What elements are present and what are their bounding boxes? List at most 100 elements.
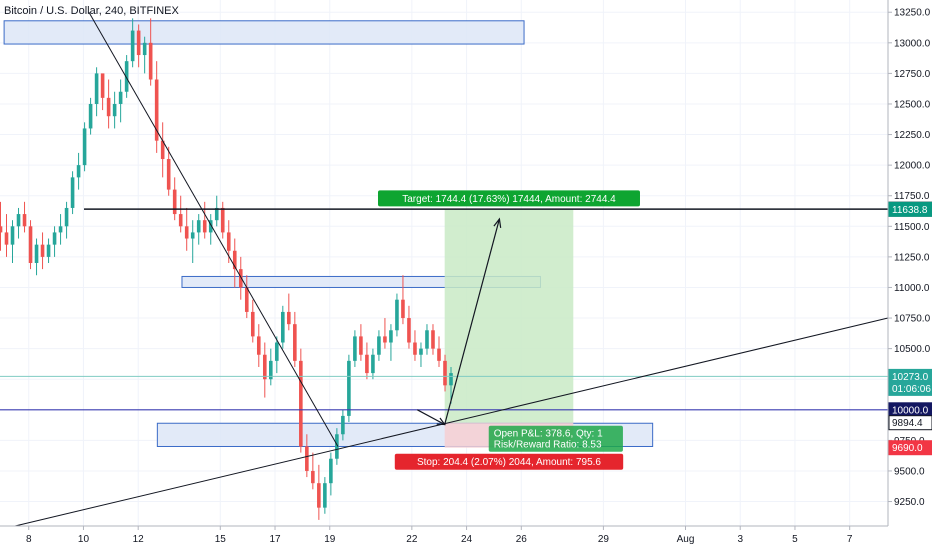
candle-body bbox=[323, 483, 327, 508]
candle-body bbox=[299, 360, 303, 447]
ascending-trend-line bbox=[14, 317, 889, 527]
y-tick-label: 11500.0 bbox=[894, 222, 930, 233]
y-tick-label: 13250.0 bbox=[894, 8, 931, 19]
stop-label-box bbox=[394, 453, 624, 470]
y-tick-label: 9250.0 bbox=[894, 497, 925, 508]
candle-body bbox=[262, 354, 267, 380]
candle-body bbox=[148, 42, 153, 80]
y-tick-label: 11250.0 bbox=[894, 252, 930, 263]
candle-body bbox=[28, 226, 33, 263]
candle-body bbox=[142, 42, 147, 56]
candle-body bbox=[226, 232, 231, 251]
candle-body bbox=[275, 342, 279, 361]
candle-body bbox=[34, 244, 39, 263]
x-tick-label: 7 bbox=[847, 534, 853, 545]
price-tag-box bbox=[888, 415, 932, 431]
price-tag: 9690.0 bbox=[892, 443, 923, 454]
candle-body bbox=[0, 226, 3, 233]
candle-body bbox=[281, 311, 285, 343]
x-tick-label: 24 bbox=[461, 534, 473, 545]
candle-body bbox=[395, 299, 399, 331]
horizontal-lines bbox=[0, 208, 888, 411]
price-tag-box bbox=[888, 201, 932, 217]
top-zone bbox=[3, 20, 525, 45]
candle-body bbox=[124, 61, 129, 92]
candle-body bbox=[70, 177, 75, 208]
candle-body bbox=[232, 250, 237, 270]
price-tag: 11638.8 bbox=[892, 205, 928, 216]
candle-body bbox=[371, 354, 375, 374]
candle-body bbox=[220, 207, 225, 233]
target-area bbox=[444, 209, 574, 423]
x-tick-label: 12 bbox=[133, 534, 145, 545]
candle-body bbox=[365, 354, 369, 374]
y-tick-label: 12250.0 bbox=[894, 130, 931, 141]
candle-body bbox=[196, 220, 201, 233]
x-tick-label: 17 bbox=[269, 534, 281, 545]
price-axis[interactable]: 13250.0 13000.0 12750.0 12500.0 12250.0 12000… bbox=[887, 0, 932, 526]
candle-body bbox=[130, 30, 135, 62]
y-tick-label: 12750.0 bbox=[894, 69, 931, 80]
stop-label: Stop: 204.4 (2.07%) 2044, Amount: 795.6 bbox=[417, 457, 601, 468]
candle-body bbox=[335, 434, 339, 459]
position-tool[interactable] bbox=[444, 209, 574, 448]
candle-body bbox=[329, 458, 333, 484]
x-tick-label: 5 bbox=[792, 534, 798, 545]
y-tick-label: 10500.0 bbox=[894, 344, 931, 355]
candle-body bbox=[4, 232, 9, 245]
candle-body bbox=[353, 336, 357, 361]
candle-body bbox=[160, 140, 165, 160]
price-tag: 10273.0 bbox=[892, 372, 929, 383]
candle-body bbox=[317, 483, 321, 508]
x-tick-label: 22 bbox=[406, 534, 418, 545]
time-axis[interactable]: 8 10 12 15 17 19 22 24 26 29 Aug 3 5 7 bbox=[0, 525, 888, 545]
chart-title: Bitcoin / U.S. Dollar, 240, BITFINEX bbox=[4, 5, 180, 17]
candle-body bbox=[419, 348, 423, 355]
candle-body bbox=[407, 318, 411, 343]
candle-body bbox=[100, 73, 105, 98]
candle-body bbox=[238, 269, 243, 288]
candle-body bbox=[250, 311, 255, 337]
arrow-head bbox=[493, 217, 502, 228]
x-tick-label: 15 bbox=[215, 534, 227, 545]
rr-label: Risk/Reward Ratio: 8.53 bbox=[494, 440, 602, 451]
position-labels: Target: 1744.4 (17.63%) 17444, Amount: 2… bbox=[377, 190, 640, 470]
price-tags: 11640.011638.810273.001:06:0610000.09894… bbox=[888, 201, 932, 456]
candle-body bbox=[341, 415, 345, 435]
y-tick-label: 12000.0 bbox=[894, 161, 931, 172]
trend-lines bbox=[14, 11, 889, 527]
price-tag-box bbox=[888, 380, 932, 396]
descending-trend-line bbox=[88, 11, 339, 447]
price-tag: 01:06:06 bbox=[892, 384, 931, 395]
candle-body bbox=[178, 214, 183, 227]
candle-body bbox=[46, 244, 51, 257]
y-tick-label: 11750.0 bbox=[894, 191, 930, 202]
candle-body bbox=[413, 342, 417, 355]
candle-body bbox=[293, 324, 297, 361]
candle-body bbox=[305, 446, 309, 471]
candle-body bbox=[287, 311, 291, 325]
target-label-box bbox=[377, 190, 640, 207]
candle-body bbox=[347, 360, 351, 416]
candle-body bbox=[208, 220, 213, 233]
candle-body bbox=[58, 226, 63, 233]
candle-body bbox=[190, 232, 195, 239]
candle-body bbox=[184, 226, 189, 239]
candle-body bbox=[431, 330, 435, 349]
candle-body bbox=[425, 330, 429, 349]
candle-body bbox=[94, 73, 99, 104]
candle-body bbox=[383, 336, 387, 343]
candle-body bbox=[154, 79, 159, 141]
candle-body bbox=[437, 348, 441, 361]
candle-body bbox=[202, 220, 207, 233]
y-tick-label: 13000.0 bbox=[894, 38, 931, 49]
candle-body bbox=[40, 244, 45, 257]
candle-body bbox=[16, 214, 21, 227]
x-tick-label: Aug bbox=[677, 534, 695, 545]
candle-body bbox=[52, 232, 57, 245]
candle-body bbox=[76, 165, 81, 178]
candle-body bbox=[166, 159, 171, 190]
price-tag-box bbox=[888, 440, 932, 456]
candle-body bbox=[377, 336, 381, 355]
